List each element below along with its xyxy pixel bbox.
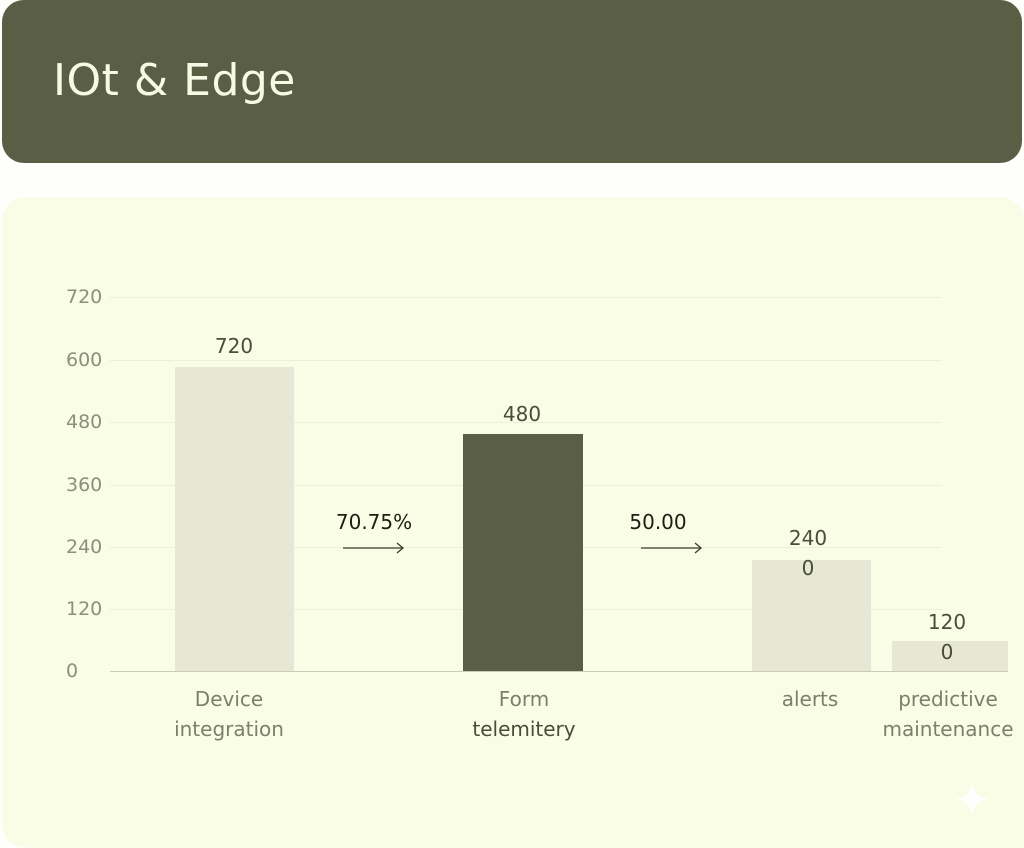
conversion-rate-label: 50.00 (629, 510, 687, 534)
bar-alerts[interactable] (752, 560, 871, 671)
arrow-right-icon (641, 542, 703, 554)
bar-device-integration[interactable] (175, 367, 294, 671)
header-banner: IOt & Edge (2, 0, 1022, 163)
sparkle-icon (955, 782, 989, 816)
page-title: IOt & Edge (53, 55, 296, 106)
conversion-rate-label: 70.75% (335, 510, 413, 534)
bar-form-telemitery[interactable] (463, 434, 583, 671)
x-label-device-integration: Device integration (174, 687, 284, 741)
x-axis-baseline (110, 671, 1008, 672)
y-tick: 720 (66, 286, 103, 308)
y-tick: 240 (66, 536, 103, 558)
x-label-predictive-maintenance: predictive maintenance (882, 687, 1014, 741)
bar-predictive-maintenance[interactable] (892, 641, 1008, 671)
y-tick: 0 (66, 660, 79, 682)
gridline (110, 360, 942, 361)
y-tick: 360 (66, 474, 103, 496)
gridline (110, 422, 942, 423)
y-tick: 600 (66, 349, 103, 371)
value-label: 240 0 (788, 526, 828, 580)
x-label-alerts: alerts (781, 687, 839, 711)
x-label-form-telemitery: Form telemitery (472, 687, 576, 741)
value-label: 480 (502, 402, 542, 426)
arrow-right-icon (343, 542, 405, 554)
value-label: 120 0 (927, 610, 967, 664)
value-label: 720 (214, 334, 254, 358)
gridline (110, 297, 942, 298)
y-tick: 120 (66, 598, 103, 620)
y-tick: 480 (66, 411, 103, 433)
